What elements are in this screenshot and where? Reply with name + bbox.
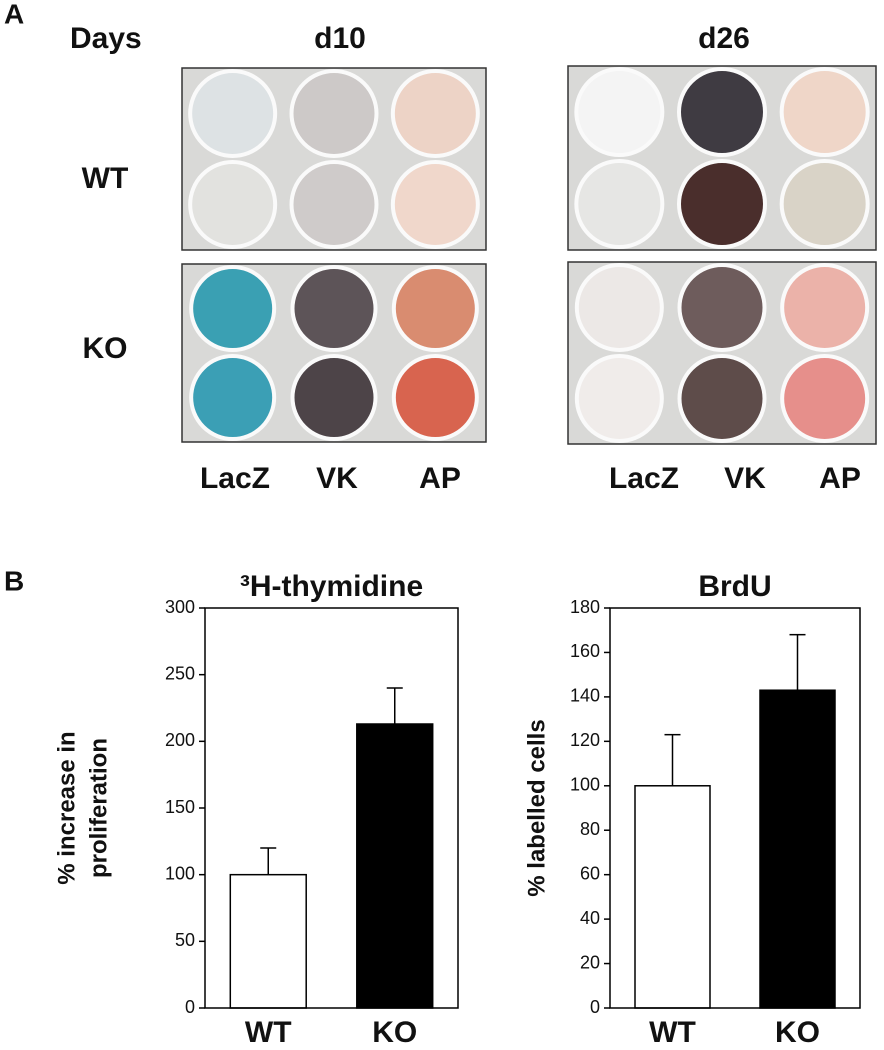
x-tick-label: KO — [775, 1016, 820, 1049]
y-tick-label: 160 — [570, 641, 600, 661]
x-tick-label: KO — [372, 1016, 417, 1049]
stain-label: VK — [316, 462, 358, 495]
well — [779, 67, 870, 157]
stain-label: LacZ — [609, 462, 679, 495]
days-label: Days — [70, 22, 142, 55]
well — [779, 159, 870, 249]
row-label: WT — [82, 162, 129, 195]
well — [574, 354, 664, 443]
well — [677, 159, 767, 249]
y-tick-label: 180 — [570, 597, 600, 617]
well — [188, 160, 278, 249]
well — [290, 265, 378, 352]
row-label: KO — [83, 332, 128, 365]
y-tick-label: 150 — [165, 797, 195, 817]
well — [574, 263, 664, 352]
stain-label: AP — [819, 462, 861, 495]
well — [189, 265, 277, 352]
y-tick-label: 100 — [165, 863, 195, 883]
well — [289, 160, 379, 249]
well — [390, 160, 480, 249]
well — [391, 354, 479, 441]
stain-label: AP — [419, 462, 461, 495]
panel-label: B — [4, 565, 24, 596]
well — [390, 69, 480, 158]
well — [780, 263, 870, 352]
y-tick-label: 250 — [165, 663, 195, 683]
y-tick-label: 300 — [165, 597, 195, 617]
y-tick-label: 140 — [570, 686, 600, 706]
timepoint-label: d26 — [698, 22, 750, 55]
y-tick-label: 200 — [165, 730, 195, 750]
y-tick-label: 20 — [580, 952, 600, 972]
bar — [356, 723, 434, 1009]
panel-label: A — [4, 0, 24, 29]
y-tick-label: 0 — [590, 997, 600, 1017]
y-tick-label: 80 — [580, 819, 600, 839]
bar — [634, 785, 711, 1009]
bar — [759, 689, 836, 1009]
well — [189, 354, 277, 441]
well — [677, 263, 767, 352]
y-axis-label: % labelled cells — [523, 719, 550, 896]
y-tick-label: 50 — [175, 930, 195, 950]
well — [391, 265, 479, 352]
stain-label: LacZ — [200, 462, 270, 495]
y-tick-label: 40 — [580, 908, 600, 928]
x-tick-label: WT — [245, 1016, 292, 1049]
y-tick-label: 60 — [580, 863, 600, 883]
well — [290, 354, 378, 441]
plot-frame — [204, 607, 459, 1009]
plot-frame — [609, 607, 861, 1009]
bar — [229, 873, 307, 1009]
well — [574, 159, 665, 249]
well — [780, 354, 870, 443]
y-tick-label: 100 — [570, 775, 600, 795]
well — [677, 67, 767, 157]
y-axis-label: % increase in — [53, 731, 80, 884]
well — [188, 69, 278, 158]
chart-title: BrdU — [698, 570, 771, 603]
well — [289, 69, 379, 158]
well — [677, 354, 767, 443]
y-tick-label: 120 — [570, 730, 600, 750]
y-tick-label: 0 — [185, 997, 195, 1017]
stain-label: VK — [724, 462, 766, 495]
x-tick-label: WT — [649, 1016, 696, 1049]
y-axis-label: proliferation — [85, 738, 112, 878]
well — [574, 67, 665, 157]
chart-title: ³H-thymidine — [240, 570, 423, 603]
timepoint-label: d10 — [314, 22, 366, 55]
